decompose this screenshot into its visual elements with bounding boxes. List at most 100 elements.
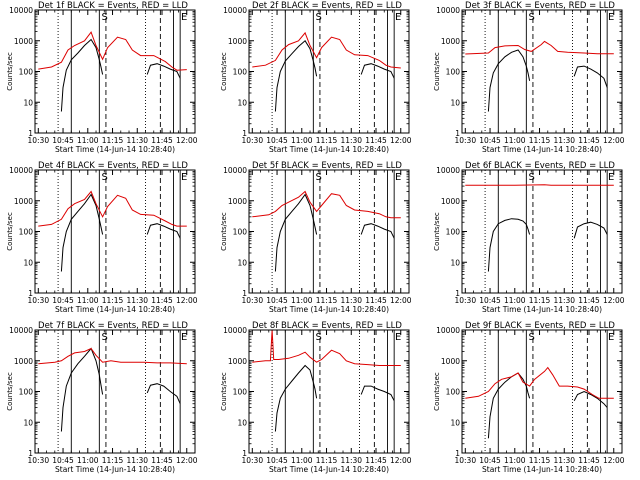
x-tick-label: 10:45 — [266, 456, 288, 465]
x-axis-label: Start Time (14-Jun-14 10:28:40) — [482, 305, 602, 314]
series-line-lld — [465, 40, 614, 55]
series-line-events — [146, 223, 181, 239]
end-marker: E — [608, 332, 614, 343]
x-tick-label: 11:15 — [102, 296, 124, 305]
x-tick-label: 11:45 — [365, 136, 387, 145]
y-tick-label: 1 — [242, 289, 247, 298]
plot-frame — [461, 169, 623, 294]
y-tick-label: 1 — [28, 449, 33, 458]
y-tick-label: 100 — [19, 388, 34, 397]
plot-area — [252, 170, 401, 293]
y-tick-label: 1000 — [14, 197, 33, 206]
x-tick-label: 10:30 — [241, 456, 263, 465]
x-tick-label: 11:00 — [77, 456, 99, 465]
x-tick-label: 11:15 — [102, 456, 124, 465]
series-line-events — [146, 383, 181, 404]
x-tick-label: 10:45 — [266, 136, 288, 145]
y-axis-label: Counts/sec — [220, 52, 228, 91]
y-tick-label: 10000 — [436, 326, 460, 335]
x-tick-label: 11:15 — [529, 136, 551, 145]
x-tick-label: 11:30 — [126, 456, 148, 465]
y-tick-label: 100 — [446, 228, 461, 237]
series-line-events — [146, 63, 181, 79]
plot-frame — [461, 329, 623, 454]
y-tick-label: 1 — [242, 129, 247, 138]
x-tick-label: 10:30 — [454, 456, 476, 465]
end-marker: E — [608, 12, 614, 23]
series-line-lld — [38, 31, 187, 71]
y-axis-label: Counts/sec — [6, 372, 14, 411]
y-tick-label: 10 — [23, 418, 33, 427]
x-tick-label: 10:30 — [27, 456, 49, 465]
series-line-events — [360, 63, 395, 79]
y-tick-label: 10 — [237, 418, 247, 427]
y-tick-label: 1000 — [441, 357, 460, 366]
y-tick-label: 100 — [19, 68, 34, 77]
x-tick-label: 11:30 — [553, 456, 575, 465]
x-tick-label: 10:30 — [241, 136, 263, 145]
x-tick-label: 11:30 — [340, 296, 362, 305]
series-line-lld — [252, 190, 401, 219]
series-line-lld — [38, 347, 187, 365]
start-marker: S — [315, 332, 321, 343]
plot-area — [465, 330, 614, 453]
end-marker: E — [608, 172, 614, 183]
series-line-events — [487, 218, 531, 272]
x-tick-label: 12:00 — [390, 136, 412, 145]
x-tick-label: 10:30 — [454, 296, 476, 305]
y-tick-label: 10000 — [436, 6, 460, 15]
end-marker: E — [181, 172, 187, 183]
plot-area — [38, 10, 187, 133]
start-marker: S — [528, 172, 534, 183]
y-tick-label: 1000 — [441, 197, 460, 206]
x-tick-label: 11:00 — [504, 456, 526, 465]
plot-area — [38, 330, 187, 453]
x-tick-label: 11:00 — [504, 296, 526, 305]
y-tick-label: 10000 — [9, 326, 33, 335]
y-tick-label: 1 — [455, 289, 460, 298]
y-tick-label: 1 — [28, 129, 33, 138]
x-tick-label: 11:45 — [365, 456, 387, 465]
start-marker: S — [101, 172, 107, 183]
x-tick-label: 12:00 — [176, 296, 198, 305]
x-axis-label: Start Time (14-Jun-14 10:28:40) — [269, 145, 389, 154]
x-tick-label: 12:00 — [603, 456, 625, 465]
panel-title: Det 1f BLACK = Events, RED = LLD — [38, 1, 188, 11]
start-marker: S — [101, 12, 107, 23]
x-tick-label: 12:00 — [603, 296, 625, 305]
plot-frame — [248, 9, 410, 134]
end-marker: E — [181, 12, 187, 23]
x-axis-label: Start Time (14-Jun-14 10:28:40) — [269, 305, 389, 314]
x-tick-label: 11:45 — [578, 136, 600, 145]
y-tick-label: 10000 — [9, 166, 33, 175]
x-tick-label: 11:30 — [553, 296, 575, 305]
end-marker: E — [395, 172, 401, 183]
series-line-lld — [252, 330, 401, 366]
plot-frame — [461, 9, 623, 134]
plot-area — [465, 10, 614, 133]
plot-area — [252, 10, 401, 133]
x-tick-label: 11:15 — [529, 296, 551, 305]
y-tick-label: 100 — [446, 68, 461, 77]
y-tick-label: 10000 — [223, 6, 247, 15]
x-tick-label: 11:15 — [316, 296, 338, 305]
x-tick-label: 11:30 — [340, 456, 362, 465]
y-tick-label: 1000 — [228, 37, 247, 46]
panel-title: Det 2f BLACK = Events, RED = LLD — [252, 1, 402, 11]
plot-area — [252, 330, 401, 453]
series-line-events — [274, 40, 318, 112]
series-line-lld — [465, 366, 614, 399]
y-tick-label: 100 — [446, 388, 461, 397]
x-tick-label: 11:00 — [291, 296, 313, 305]
x-tick-label: 10:30 — [27, 296, 49, 305]
x-tick-label: 12:00 — [390, 456, 412, 465]
y-tick-label: 10000 — [223, 326, 247, 335]
panel-title: Det 7f BLACK = Events, RED = LLD — [38, 321, 188, 331]
x-tick-label: 11:45 — [151, 296, 173, 305]
x-axis-label: Start Time (14-Jun-14 10:28:40) — [482, 145, 602, 154]
series-line-lld — [38, 190, 187, 227]
x-tick-label: 10:45 — [52, 136, 74, 145]
